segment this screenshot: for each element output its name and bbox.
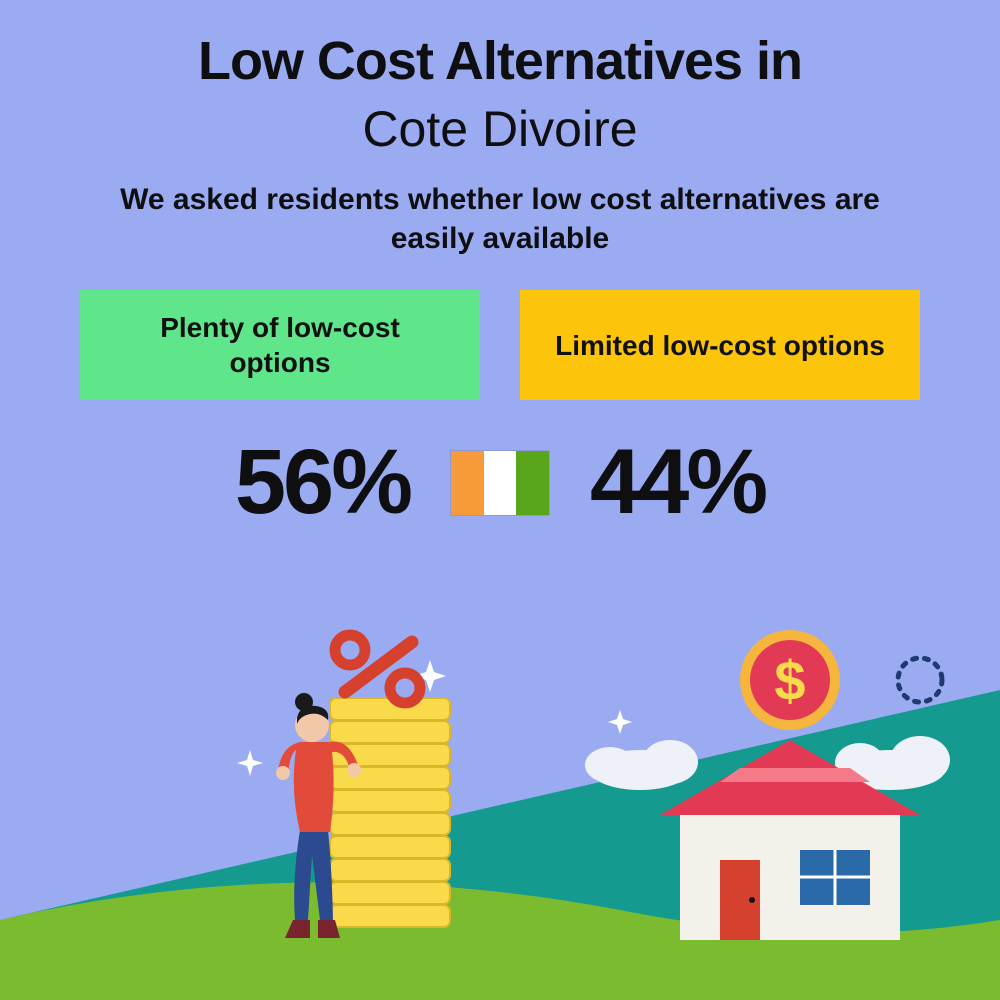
flag-stripe-1 (451, 451, 484, 515)
infographic-canvas: Low Cost Alternatives in Cote Divoire We… (0, 0, 1000, 1000)
percent-row: 56% 44% (0, 430, 1000, 535)
flag-icon (450, 450, 550, 516)
option-label-limited: Limited low-cost options (555, 328, 885, 363)
coin-stack-icon (330, 698, 450, 927)
title-line2: Cote Divoire (0, 100, 1000, 158)
percent-right: 44% (590, 430, 765, 535)
percent-icon (335, 635, 420, 703)
subtitle: We asked residents whether low cost alte… (100, 180, 900, 258)
flag-stripe-3 (516, 451, 549, 515)
title-line1: Low Cost Alternatives in (0, 30, 1000, 92)
percent-left: 56% (235, 430, 410, 535)
dollar-coin-icon: $ (740, 630, 840, 730)
option-box-plenty: Plenty of low-cost options (80, 290, 480, 400)
option-box-limited: Limited low-cost options (520, 290, 920, 400)
svg-text:$: $ (774, 649, 805, 712)
flag-stripe-2 (484, 451, 517, 515)
option-label-plenty: Plenty of low-cost options (110, 310, 450, 380)
illustration: $ (0, 620, 1000, 1000)
